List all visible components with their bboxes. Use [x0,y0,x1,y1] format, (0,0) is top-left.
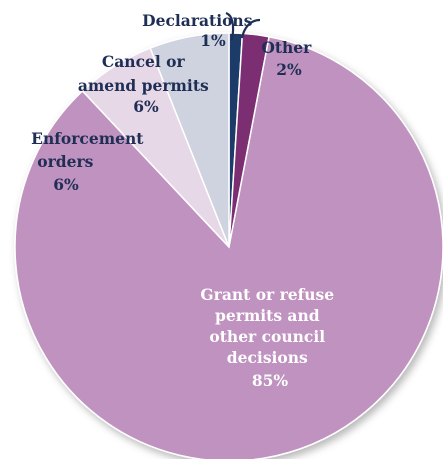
slice-name-cancel-amend-line2: amend permits [78,76,209,95]
slice-value-other: 2% [276,60,302,79]
slice-name-grant-line1: Grant or refuse [200,285,334,304]
slice-label-enforcement: Enforcement orders 6% [31,129,149,194]
slice-name-grant-line4: decisions [227,348,308,367]
leader-line-declarations [225,11,235,41]
slice-label-declarations: Declarations 1% [142,11,258,50]
slice-value-enforcement: 6% [53,175,79,194]
slice-label-grant-refuse: Grant or refuse permits and other counci… [200,285,339,390]
pie-slice-cancel-or-amend-permits [149,32,230,248]
leader-lines [225,11,261,41]
slice-label-cancel-amend: Cancel or amend permits 6% [78,52,214,116]
leader-line-other [240,18,261,39]
slice-name-enforcement-line2: orders [37,152,93,171]
slice-value-cancel-amend: 6% [133,97,159,116]
slice-name-declarations: Declarations [142,11,253,30]
slice-name-other: Other [261,38,312,57]
slice-value-grant: 85% [252,371,289,390]
slice-label-other: Other 2% [261,38,316,79]
slice-name-grant-line3: other council [209,327,325,346]
slice-value-declarations: 1% [200,31,226,50]
pie-slice-grant-or-refuse-permits-and-other-council-decisions [14,35,443,459]
slice-name-enforcement-line1: Enforcement [31,129,144,148]
slice-name-cancel-amend-line1: Cancel or [102,52,186,71]
slice-name-grant-line2: permits and [215,306,320,325]
slices-layer [14,32,443,459]
